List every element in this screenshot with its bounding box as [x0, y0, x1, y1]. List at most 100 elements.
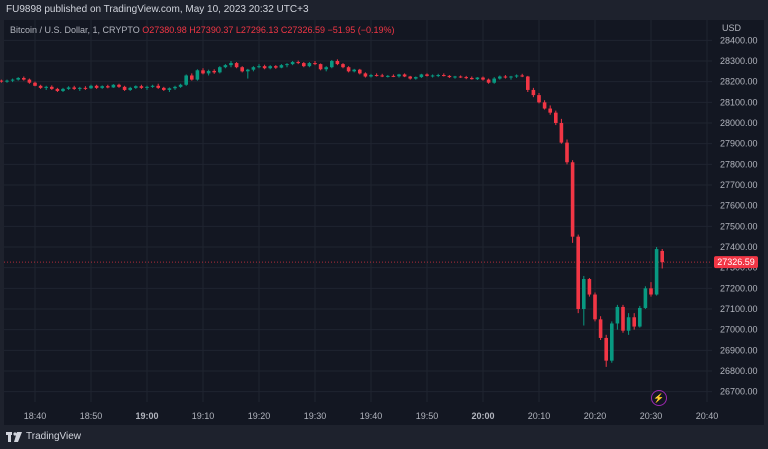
y-tick-label: 27900.00	[720, 139, 758, 149]
candle-body	[520, 75, 524, 77]
candle-up	[66, 86, 71, 90]
candle-up	[78, 86, 82, 91]
candle-body	[89, 85, 93, 89]
candle-up	[184, 74, 188, 86]
candle-down	[548, 105, 552, 115]
x-tick-label: 18:50	[80, 411, 103, 421]
candle-body	[290, 62, 295, 65]
candle-body	[145, 86, 149, 88]
candle-body	[425, 74, 429, 76]
candle-body	[542, 102, 547, 109]
candle-up	[615, 304, 620, 330]
candle-up	[626, 313, 631, 335]
candle-body	[223, 65, 228, 68]
candle-body	[162, 87, 166, 90]
candle-body	[229, 63, 233, 66]
x-tick-label: 19:20	[248, 411, 271, 421]
candle-body	[318, 64, 323, 70]
candle-up	[475, 77, 480, 81]
candle-body	[654, 249, 659, 295]
candle-up	[352, 68, 356, 73]
y-tick-label: 26900.00	[720, 345, 758, 355]
candle-down	[520, 73, 524, 78]
candle-up	[229, 61, 233, 68]
candle-up	[279, 64, 284, 69]
candle-body	[0, 80, 4, 82]
candle-up	[44, 85, 48, 90]
candle-body	[330, 61, 334, 68]
candle-body	[50, 86, 54, 89]
candle-body	[324, 67, 328, 70]
candle-body	[380, 75, 384, 77]
candle-body	[285, 64, 289, 66]
candle-body	[16, 77, 20, 80]
candle-body	[386, 75, 390, 77]
y-axis[interactable]: 28400.00 28300.00 28200.00 28100.00 28000.00…	[714, 35, 758, 397]
candle-up	[492, 77, 496, 84]
candle-up	[5, 79, 9, 83]
candle-body	[302, 63, 306, 67]
candle-down	[318, 63, 323, 71]
candle-up	[128, 86, 132, 91]
candle-body	[128, 87, 132, 90]
candle-up	[498, 75, 502, 80]
candle-body	[279, 65, 284, 68]
candle-body	[268, 66, 272, 69]
candle-up	[509, 75, 513, 80]
candle-up	[330, 59, 334, 69]
legend-open: O27380.98	[142, 25, 187, 35]
candle-down	[122, 85, 127, 91]
candle-down	[346, 66, 351, 73]
candle-body	[178, 84, 183, 87]
candle-down	[72, 85, 76, 90]
candle-down	[604, 334, 608, 367]
candle-down	[234, 62, 239, 69]
candle-down	[391, 74, 396, 78]
candle-up	[167, 87, 172, 92]
candle-down	[83, 86, 88, 90]
candle-body	[509, 76, 513, 78]
candle-down	[22, 76, 26, 81]
last-price-box	[714, 256, 758, 269]
candle-up	[257, 64, 261, 69]
footer-brand: TradingView	[26, 431, 82, 442]
candle-body	[598, 319, 603, 338]
y-tick-label: 27600.00	[720, 201, 758, 211]
chart-legend: Bitcoin / U.S. Dollar, 1, CRYPTO O27380.…	[10, 25, 395, 35]
candle-body	[212, 70, 216, 73]
candle-body	[251, 67, 256, 70]
x-axis[interactable]: 18:40 18:50 19:00 19:10 19:20 19:30 19:40 19:50…	[24, 411, 719, 421]
candle-body	[414, 77, 418, 79]
candle-down	[464, 75, 468, 80]
candle-down	[190, 73, 194, 81]
candle-down	[660, 248, 664, 269]
candle-down	[162, 86, 166, 91]
candle-body	[341, 64, 345, 68]
candle-body	[391, 75, 396, 77]
candle-body	[257, 66, 261, 68]
candle-body	[475, 77, 480, 80]
x-tick-label: 20:00	[471, 411, 494, 421]
y-tick-label: 27200.00	[720, 283, 758, 293]
lightning-icon[interactable]: ⚡	[651, 390, 667, 406]
candle-body	[447, 75, 452, 78]
candle-body	[593, 294, 597, 320]
currency-label[interactable]: USD	[722, 23, 742, 33]
candle-up	[206, 69, 211, 76]
candle-up	[414, 76, 418, 80]
x-tick-label: 19:40	[360, 411, 383, 421]
candle-body	[5, 80, 9, 82]
footer: TradingView	[6, 431, 81, 442]
candle-body	[632, 317, 636, 327]
candle-up	[397, 73, 401, 78]
candle-body	[526, 76, 530, 90]
candle-up	[145, 85, 149, 90]
candle-body	[464, 77, 468, 79]
candle-down	[425, 73, 429, 77]
candle-up	[223, 64, 228, 69]
y-tick-label: 27400.00	[720, 242, 758, 252]
legend-close: C27326.59	[280, 25, 325, 35]
candle-body	[167, 88, 172, 90]
candle-body	[570, 162, 575, 237]
